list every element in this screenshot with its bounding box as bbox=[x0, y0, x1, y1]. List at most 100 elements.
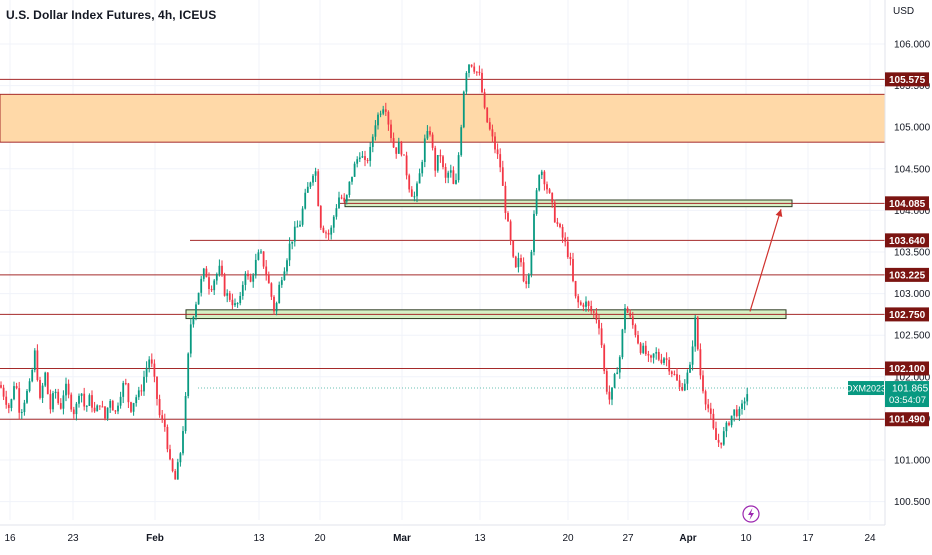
level-price-label-text: 103.640 bbox=[889, 236, 926, 247]
candle-body bbox=[247, 273, 249, 277]
candle-body bbox=[496, 149, 499, 155]
candle-body bbox=[592, 311, 595, 313]
bar-countdown-text: 03:54:07 bbox=[889, 395, 926, 406]
candle-body bbox=[140, 390, 143, 392]
candle-body bbox=[444, 167, 447, 178]
candle-body bbox=[483, 92, 486, 108]
candle-body bbox=[202, 268, 205, 279]
candle-body bbox=[119, 396, 122, 406]
candle-body bbox=[553, 202, 556, 223]
level-price-label bbox=[885, 233, 929, 248]
candle-body bbox=[564, 237, 567, 242]
candle-body bbox=[143, 376, 145, 392]
current-price-label-text: 101.865 bbox=[892, 384, 929, 395]
candle-body bbox=[153, 363, 156, 377]
candle-body bbox=[369, 146, 372, 161]
currency-label: USD bbox=[893, 6, 915, 17]
candle-body bbox=[15, 386, 18, 389]
candle-body bbox=[338, 197, 340, 209]
candle-body bbox=[265, 266, 268, 276]
candle-body bbox=[657, 352, 660, 360]
candle-body bbox=[686, 372, 689, 384]
candle-body bbox=[410, 189, 413, 197]
candle-body bbox=[416, 183, 418, 197]
candle-body bbox=[722, 431, 725, 445]
candle-body bbox=[486, 107, 489, 123]
candle-body bbox=[249, 276, 252, 282]
candle-body bbox=[244, 273, 247, 285]
candle-body bbox=[499, 154, 502, 168]
candle-body bbox=[114, 410, 117, 412]
zones-layer bbox=[0, 93, 886, 320]
price-tick-label: 105.000 bbox=[894, 123, 931, 134]
candle-body bbox=[335, 208, 338, 217]
candle-body bbox=[715, 428, 717, 440]
candle-body bbox=[176, 462, 179, 480]
date-tick-label: 13 bbox=[474, 533, 486, 544]
candle-body bbox=[540, 171, 543, 176]
candle-body bbox=[725, 422, 728, 432]
candle-body bbox=[605, 371, 608, 392]
candle-body bbox=[106, 407, 109, 419]
candle-body bbox=[475, 71, 478, 73]
candle-body bbox=[309, 182, 312, 187]
price-tick-label: 100.500 bbox=[894, 497, 931, 508]
candle-body bbox=[681, 386, 684, 391]
candle-body bbox=[171, 459, 174, 472]
candle-body bbox=[616, 372, 619, 375]
candle-body bbox=[522, 262, 525, 282]
candle-body bbox=[210, 289, 213, 291]
candle-body bbox=[122, 383, 125, 397]
candle-body bbox=[371, 136, 374, 147]
candle-body bbox=[491, 129, 494, 137]
candle-body bbox=[187, 353, 190, 397]
candle-body bbox=[273, 296, 275, 312]
alert-icon[interactable] bbox=[742, 505, 760, 523]
candle-body bbox=[533, 213, 535, 252]
candle-body bbox=[135, 397, 138, 404]
candle-body bbox=[455, 180, 457, 184]
candle-body bbox=[488, 122, 491, 130]
candle-body bbox=[387, 111, 390, 125]
candle-body bbox=[574, 281, 577, 297]
candle-body bbox=[691, 346, 694, 365]
candle-body bbox=[10, 399, 13, 408]
candle-body bbox=[707, 404, 710, 409]
price-tick-label: 101.000 bbox=[894, 456, 931, 467]
candle-body bbox=[543, 171, 546, 185]
level-price-label-text: 101.490 bbox=[889, 415, 926, 426]
candle-body bbox=[52, 393, 54, 410]
candle-body bbox=[239, 295, 242, 304]
candle-body bbox=[192, 316, 195, 325]
candle-body bbox=[527, 274, 530, 284]
candle-body bbox=[618, 357, 621, 373]
candle-body bbox=[587, 301, 590, 307]
candle-body bbox=[145, 367, 148, 377]
level-price-label bbox=[885, 72, 929, 87]
candle-body bbox=[293, 226, 296, 242]
date-tick-label: Feb bbox=[146, 533, 164, 544]
candle-body bbox=[735, 409, 738, 417]
candle-body bbox=[353, 163, 356, 177]
candle-body bbox=[59, 403, 62, 409]
candle-body bbox=[304, 192, 307, 209]
candle-body bbox=[629, 312, 632, 317]
candle-body bbox=[507, 212, 509, 222]
candle-body bbox=[392, 138, 395, 148]
price-tick-label: 106.000 bbox=[894, 40, 931, 51]
date-tick-label: 16 bbox=[4, 533, 16, 544]
time-axis[interactable]: 16 23 Feb 13 20 Mar 13 20 27 Apr 10 17 24 bbox=[0, 524, 885, 544]
grid bbox=[0, 0, 885, 520]
candle-body bbox=[696, 317, 699, 350]
candle-body bbox=[720, 442, 723, 445]
candle-body bbox=[647, 354, 650, 356]
resistance-zone bbox=[0, 93, 886, 143]
candle-body bbox=[96, 405, 99, 412]
candle-body bbox=[189, 324, 192, 354]
candle-body bbox=[517, 258, 520, 268]
candle-body bbox=[39, 379, 41, 398]
candle-body bbox=[46, 372, 49, 395]
candle-body bbox=[634, 325, 637, 336]
